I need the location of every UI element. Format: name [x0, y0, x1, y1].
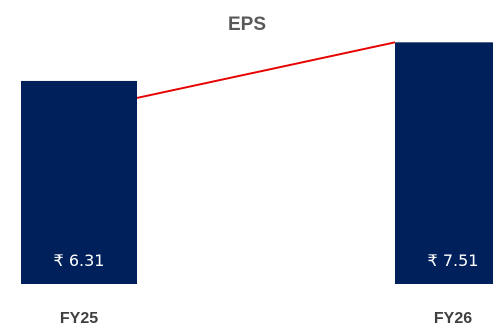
bar-fy25 — [21, 80, 137, 284]
data-label-fy26: ₹ 7.51 — [428, 251, 479, 270]
chart-title: EPS — [228, 14, 266, 35]
category-label-fy26: FY26 — [434, 310, 472, 327]
data-label-fy25: ₹ 6.31 — [54, 251, 105, 270]
connector-line-layer — [136, 41, 396, 99]
bar-fy26 — [395, 42, 493, 284]
bars-layer — [21, 42, 493, 284]
trend-connector-line — [136, 41, 396, 99]
category-label-fy25: FY25 — [60, 310, 98, 327]
labels-layer: ₹ 6.31 FY25 ₹ 7.51 FY26 — [54, 251, 479, 327]
